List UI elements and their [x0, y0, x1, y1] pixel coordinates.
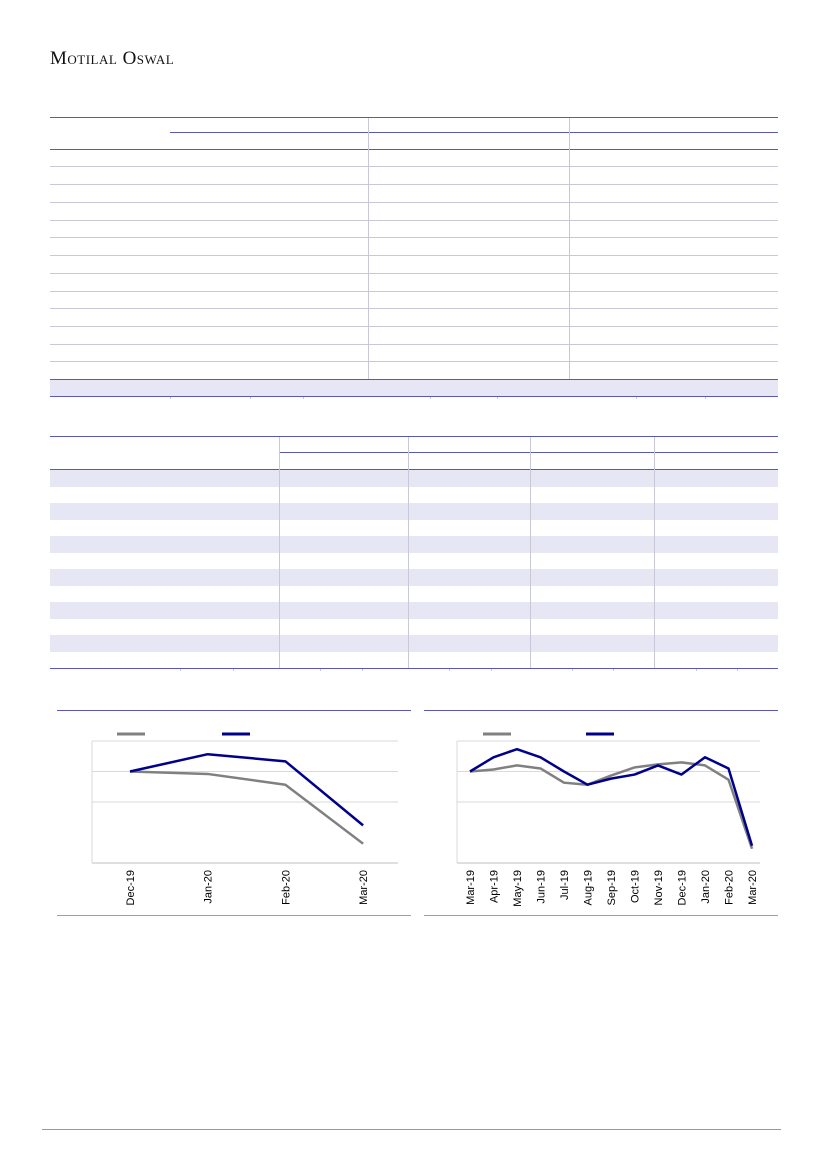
footer-rule: [42, 1129, 781, 1130]
x-tick-label: Jan-20: [203, 870, 215, 904]
logo: Motilal Oswal: [50, 48, 174, 70]
table-1-header-rule: [50, 149, 778, 150]
table-column-tick: [737, 668, 738, 671]
table-column-tick: [303, 396, 304, 399]
table-row: [50, 519, 778, 536]
table-column-tick: [449, 668, 450, 671]
series-line-1: [469, 761, 754, 850]
series-line-2: [129, 752, 364, 827]
table-row-rule: [50, 184, 778, 185]
table-column-tick: [636, 396, 637, 399]
table-row-rule: [50, 237, 778, 238]
table-row: [50, 470, 778, 487]
chart-2-top-rule: [424, 710, 778, 711]
table-2-divider: [408, 437, 409, 669]
x-tick-label: Dec-19: [677, 870, 689, 905]
table-row: [50, 536, 778, 553]
table-1-divider: [368, 118, 369, 397]
chart-1-top-rule: [57, 710, 411, 711]
table-row-rule: [50, 202, 778, 203]
table-1-bottom-rule: [50, 396, 778, 397]
table-2-divider: [530, 437, 531, 669]
x-tick-label: Jan-20: [700, 870, 712, 904]
table-row: [50, 552, 778, 569]
x-tick-label: Mar-19: [465, 870, 477, 905]
x-tick-label: Oct-19: [630, 870, 642, 903]
table-1-top-rule: [50, 117, 778, 118]
table-row: [50, 569, 778, 586]
table-column-tick: [180, 668, 181, 671]
table-1-divider: [569, 118, 570, 397]
logo-text: Motilal Oswal: [50, 48, 175, 69]
table-column-tick: [572, 668, 573, 671]
chart-1: Dec-19 Jan-20 Feb-20 Mar-20: [91, 732, 398, 905]
table-column-tick: [362, 668, 363, 671]
table-1-total-row: [50, 379, 778, 396]
table-row: [50, 618, 778, 635]
table-row-rule: [50, 273, 778, 274]
x-tick-label: Dec-19: [125, 870, 137, 905]
table-1-subheader-rule: [170, 132, 778, 133]
chart-2: Mar-19 Apr-19 May-19 Jun-19 Jul-19 Aug-19 Sep-…: [456, 732, 760, 907]
table-column-tick: [320, 668, 321, 671]
x-tick-label: Jul-19: [559, 870, 571, 900]
x-tick-label: May-19: [512, 870, 524, 907]
x-tick-label: Nov-19: [653, 870, 665, 905]
chart-2-bottom-rule: [424, 915, 778, 916]
x-tick-label: Apr-19: [489, 870, 501, 903]
table-2-subheader-rule: [279, 452, 778, 453]
table-row-rule: [50, 166, 778, 167]
x-tick-label: Feb-20: [280, 870, 292, 905]
table-1-total-rule: [50, 379, 778, 380]
x-tick-label: Sep-19: [606, 870, 618, 905]
table-row: [50, 651, 778, 668]
table-column-tick: [233, 668, 234, 671]
series-line-1: [129, 770, 364, 845]
table-column-tick: [170, 396, 171, 399]
table-2-divider: [654, 437, 655, 669]
table-row: [50, 635, 778, 652]
table-row: [50, 486, 778, 503]
chart-1-bottom-rule: [57, 915, 411, 916]
table-row-rule: [50, 220, 778, 221]
table-column-tick: [497, 396, 498, 399]
x-tick-label: Mar-20: [747, 870, 759, 905]
table-row-rule: [50, 361, 778, 362]
table-2-divider: [279, 437, 280, 669]
table-column-tick: [613, 668, 614, 671]
table-2-bottom-rule: [50, 668, 778, 669]
table-row-rule: [50, 308, 778, 309]
table-row: [50, 503, 778, 520]
series-line-2: [469, 747, 754, 847]
table-row-rule: [50, 344, 778, 345]
table-row: [50, 585, 778, 602]
table-column-tick: [705, 396, 706, 399]
table-row-rule: [50, 326, 778, 327]
x-tick-label: Aug-19: [583, 870, 595, 905]
x-tick-label: Jun-19: [536, 870, 548, 904]
x-tick-label: Feb-20: [724, 870, 736, 905]
x-tick-label: Mar-20: [358, 870, 370, 905]
table-column-tick: [491, 668, 492, 671]
table-2-header-rule: [50, 469, 778, 470]
table-row: [50, 602, 778, 619]
table-row-rule: [50, 291, 778, 292]
table-2-top-rule: [50, 436, 778, 437]
table-column-tick: [430, 396, 431, 399]
table-row-rule: [50, 255, 778, 256]
table-column-tick: [696, 668, 697, 671]
table-column-tick: [250, 396, 251, 399]
